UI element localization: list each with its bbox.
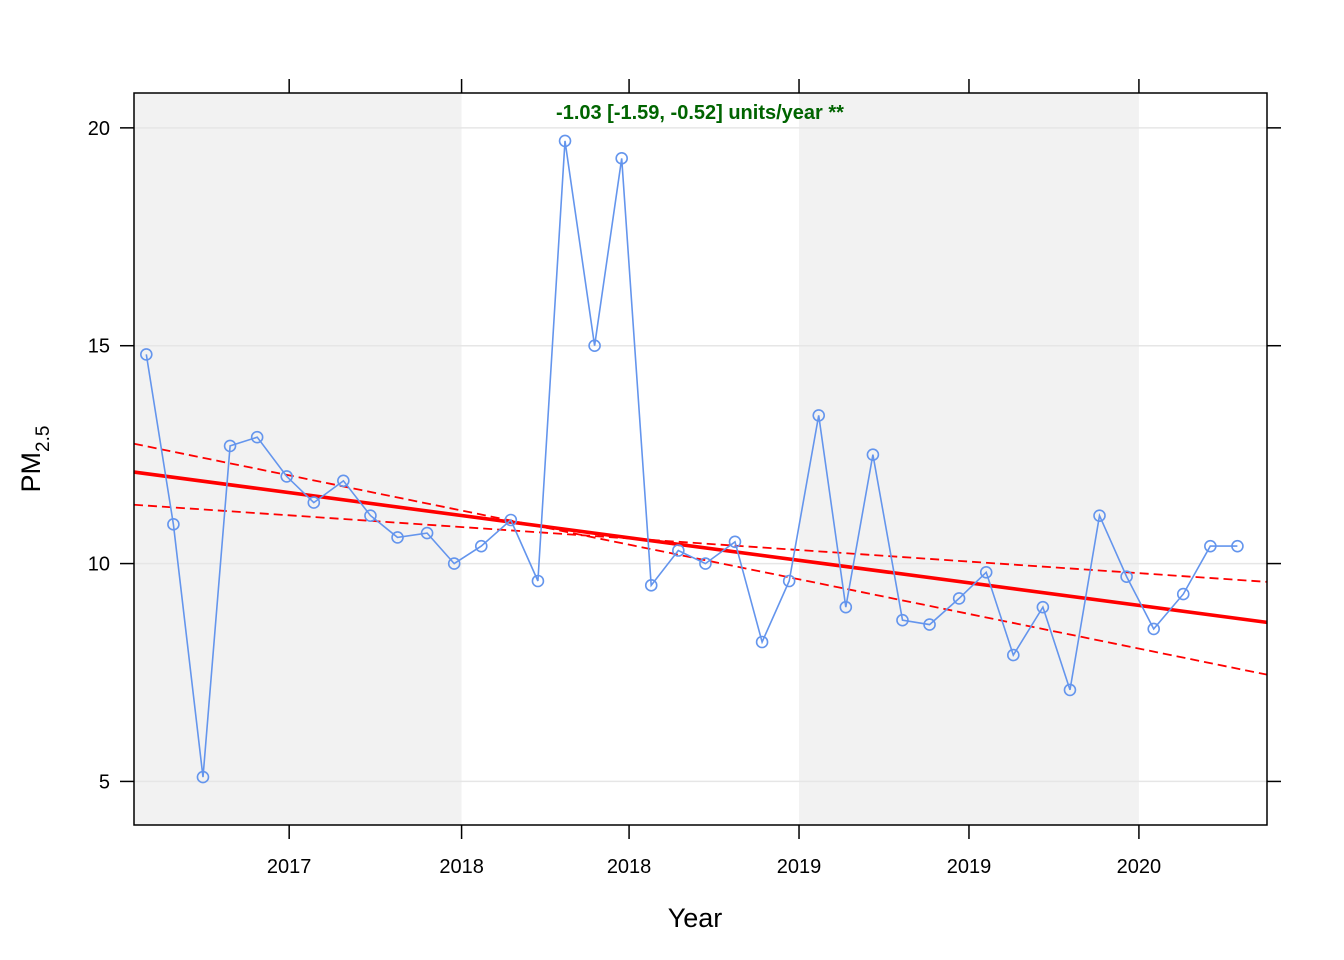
data-point-1: [167, 518, 180, 531]
data-point-20: [699, 557, 712, 570]
trend-upper-bound: [133, 442, 1268, 676]
data-point-2: [196, 770, 210, 784]
trend-lines: [133, 442, 1268, 676]
x-tick-label: 2019: [777, 856, 822, 878]
data-point-10: [420, 526, 434, 540]
x-tick-label: 2018: [439, 856, 484, 878]
data-point-8: [364, 509, 377, 522]
data-point-9: [391, 531, 404, 544]
series-line-0: [145, 140, 1238, 778]
shaded-band-1: [799, 93, 1139, 825]
data-point-3: [223, 439, 237, 453]
shaded-band-0: [134, 93, 462, 825]
data-point-31: [1007, 648, 1020, 662]
data-point-25: [839, 600, 853, 614]
data-point-16: [588, 339, 601, 353]
trend-annotation: -1.03 [-1.59, -0.52] units/year **: [556, 102, 844, 124]
data-point-19: [672, 544, 685, 557]
data-point-13: [504, 513, 518, 527]
data-point-38: [1204, 539, 1217, 553]
y-axis-title: PM2.5: [16, 426, 54, 493]
data-series: [140, 134, 1244, 784]
y-axis-title-subscript: 2.5: [33, 426, 54, 452]
plot-frame: [133, 92, 1268, 826]
y-axis-title-main: PM: [16, 452, 46, 493]
data-point-0: [140, 348, 153, 361]
data-point-4: [250, 430, 264, 444]
x-tick-label: 2019: [947, 856, 992, 878]
data-point-34: [1093, 509, 1106, 522]
data-point-24: [812, 409, 826, 422]
data-point-22: [755, 635, 769, 649]
data-point-21: [728, 535, 742, 549]
x-tick-label: 2018: [607, 856, 652, 878]
y-tick-label: 15: [88, 336, 110, 358]
trend-estimate-line: [133, 470, 1268, 625]
data-point-39: [1231, 539, 1244, 553]
x-axis-title: Year: [668, 903, 723, 933]
data-point-37: [1176, 587, 1190, 601]
y-tick-label: 10: [88, 554, 110, 576]
data-point-29: [952, 592, 966, 605]
y-tick-label: 5: [99, 771, 110, 793]
x-tick-label: 2017: [267, 856, 312, 878]
data-point-32: [1036, 600, 1050, 614]
data-point-17: [615, 152, 628, 165]
data-point-26: [866, 448, 880, 461]
data-point-5: [280, 470, 294, 483]
x-tick-label: 2020: [1117, 856, 1162, 878]
data-point-6: [307, 496, 321, 509]
data-point-35: [1120, 570, 1133, 583]
axis-ticks: 5 10 15 20 2017 2018 2018 2019 2019 2020: [88, 79, 1281, 878]
data-point-15: [558, 134, 572, 148]
data-point-7: [337, 474, 350, 488]
data-point-30: [979, 565, 993, 579]
data-point-36: [1147, 622, 1160, 636]
data-point-14: [531, 574, 545, 588]
trend-lower-bound: [133, 503, 1268, 583]
data-point-18: [644, 579, 658, 592]
data-point-11: [447, 557, 461, 570]
data-point-28: [923, 618, 936, 631]
y-tick-label: 20: [88, 118, 110, 140]
data-point-33: [1063, 683, 1077, 697]
data-point-23: [782, 574, 796, 588]
data-point-12: [474, 539, 488, 553]
shaded-bands: [134, 93, 1139, 825]
grid-lines: [134, 127, 1267, 783]
data-point-27: [896, 613, 909, 627]
